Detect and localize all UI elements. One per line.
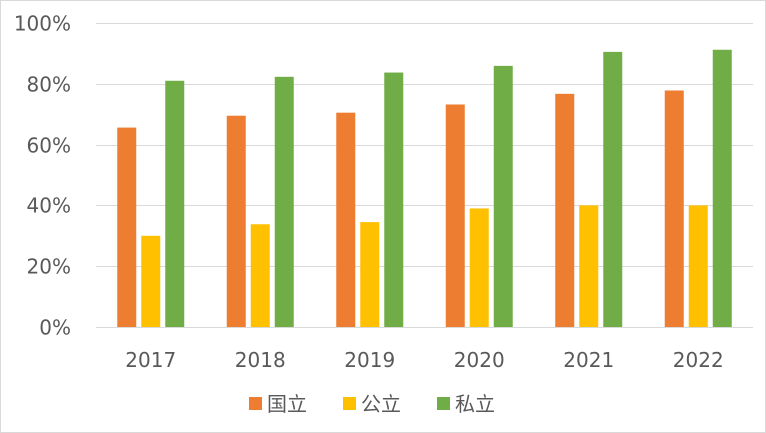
x-category-label: 2019	[344, 348, 395, 372]
x-category-label: 2022	[673, 348, 724, 372]
bar-2020-3	[493, 65, 513, 327]
y-tick-label: 20%	[27, 255, 71, 279]
bar-2020-1	[445, 104, 465, 327]
bar-2018-3	[274, 76, 294, 327]
bar-2022-3	[712, 49, 732, 327]
x-category-label: 2018	[235, 348, 286, 372]
bar-2022-2	[688, 205, 708, 327]
bar-2021-2	[579, 205, 599, 327]
legend-swatch-1	[249, 397, 262, 410]
legend-label: 国立	[267, 392, 307, 416]
legend-label: 私立	[455, 392, 495, 416]
legend: 国立 公立 私立	[249, 392, 495, 416]
bar-2019-3	[384, 72, 404, 327]
y-tick-label: 40%	[27, 194, 71, 218]
bar-2018-2	[250, 224, 270, 327]
y-tick-label: 80%	[27, 73, 71, 97]
bar-2019-2	[360, 222, 380, 327]
y-tick-label: 0%	[39, 316, 71, 340]
x-category-label: 2020	[454, 348, 505, 372]
bar-2017-3	[165, 80, 185, 327]
gridlines	[96, 23, 753, 328]
bar-2019-1	[336, 112, 356, 328]
bar-2018-1	[226, 115, 246, 327]
y-axis-tick-labels: 0% 20% 40% 60% 80% 100%	[14, 12, 71, 340]
legend-swatch-3	[437, 397, 450, 410]
x-category-label: 2021	[563, 348, 614, 372]
y-tick-label: 60%	[27, 134, 71, 158]
legend-swatch-2	[343, 397, 356, 410]
y-tick-label: 100%	[14, 12, 71, 36]
bar-2017-1	[117, 127, 137, 328]
bar-2022-1	[664, 90, 684, 327]
bars	[117, 49, 732, 328]
x-category-label: 2017	[125, 348, 176, 372]
bar-2020-2	[469, 208, 489, 327]
legend-label: 公立	[361, 392, 401, 416]
bar-2021-1	[555, 93, 575, 327]
bar-2021-3	[603, 51, 623, 327]
bar-2017-2	[141, 235, 161, 327]
x-axis-category-labels: 2017 2018 2019 2020 2021 2022	[125, 348, 723, 372]
